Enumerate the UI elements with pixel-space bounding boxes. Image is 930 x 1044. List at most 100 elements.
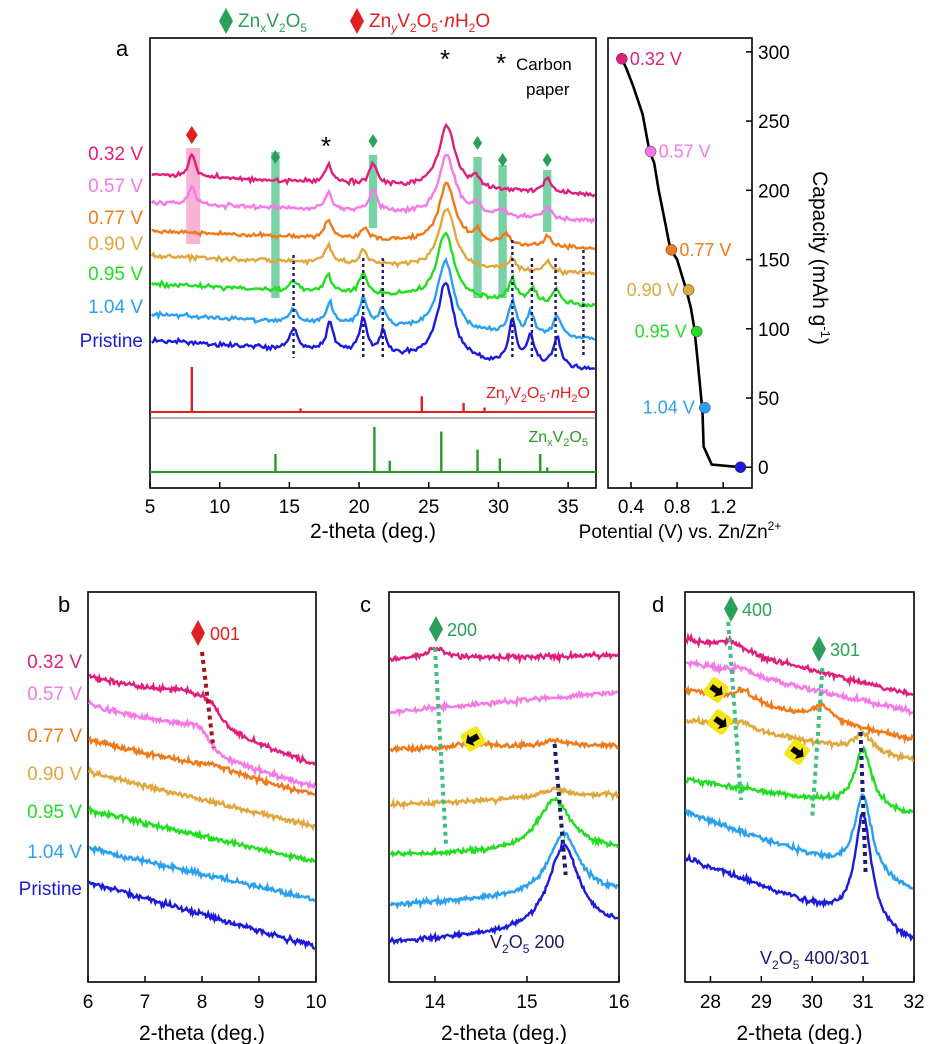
legend-znx: ZnxV2O5 [238, 11, 307, 35]
x-tick-label: 20 [348, 497, 369, 518]
capacity-marker-label: 0.32 V [630, 49, 682, 69]
y-tick-label: 100 [758, 320, 790, 341]
xrd-curve-032V [151, 122, 596, 198]
plot-frame [388, 591, 620, 983]
asterisk-26: * [440, 44, 450, 74]
capacity-marker-label: 0.90 V [627, 280, 679, 300]
plot-frame [684, 591, 915, 983]
peak-guide [200, 651, 216, 749]
x-tick-label: 25 [418, 497, 439, 518]
panel-a: 5 10 15 20 25 30 35 2-theta (deg.) 0.32 V 0.57 V 0… [80, 37, 597, 543]
x-axis-label: 2-theta (deg.) [310, 520, 436, 543]
y-tick-label: 300 [758, 43, 790, 64]
xrd-curve [684, 793, 914, 891]
x-tick-label: 31 [853, 992, 874, 1013]
legend-zny: ZnyV2O5·nH2O [369, 11, 490, 35]
peak-001-diamond-icon [191, 620, 205, 646]
arrow-icon [707, 709, 733, 735]
xrd-curve [389, 795, 620, 859]
curve-label: Pristine [80, 331, 143, 352]
x-axis-label: 2-theta (deg.) [736, 1022, 862, 1044]
x-tick-label: 1.2 [710, 497, 736, 518]
xrd-curve [87, 880, 316, 950]
x-tick-label: 8 [197, 992, 208, 1013]
x-tick-label: 15 [279, 497, 300, 518]
xrd-curve [389, 829, 619, 910]
curve-label: 1.04 V [27, 842, 82, 863]
diamond-marker-icon [498, 153, 508, 167]
xrd-curve [87, 735, 316, 796]
panel-a-capacity: 0.32 V 0.57 V 0.77 V0.90 V 0.95 V 1.04 V 0.4 0… [579, 37, 833, 543]
x-tick-label: 6 [83, 992, 94, 1013]
plot-frame [149, 37, 597, 489]
diamond-marker-icon [185, 126, 198, 144]
x-tick-label: 10 [305, 992, 326, 1013]
asterisk-legend: * [496, 48, 506, 78]
xrd-curve [87, 804, 316, 864]
capacity-marker-label: 0.77 V [679, 240, 731, 260]
panel-label-c: c [360, 592, 371, 617]
diamond-marker-icon [368, 134, 378, 148]
panel-c: 14 15 16 2-theta (deg.) [388, 591, 630, 1044]
xrd-curve [685, 745, 914, 815]
diamond-marker-icon [542, 153, 552, 167]
xrd-curve [389, 785, 620, 811]
x-tick-label: 30 [802, 992, 823, 1013]
curve-label: Pristine [19, 879, 82, 900]
arrow-icon [784, 739, 810, 765]
xrd-curve [88, 672, 316, 766]
v2o5-200-label: V2O5 200 [490, 932, 564, 956]
peak-200-diamond-icon [429, 616, 443, 642]
peak-301-diamond-icon [812, 636, 826, 662]
xrd-curve [390, 736, 620, 754]
highlight-band [271, 152, 280, 298]
x-tick-label: 35 [558, 497, 579, 518]
y-tick-label: 150 [758, 251, 790, 272]
x-tick-label: 15 [516, 992, 537, 1013]
peak-guide [726, 621, 743, 801]
xrd-curve [88, 844, 315, 902]
xrd-curve-077V [151, 181, 596, 251]
curve-label: 0.57 V [27, 684, 82, 705]
capacity-marker-label: 0.95 V [635, 322, 687, 342]
xrd-curve-057V [150, 153, 596, 225]
arrow-shape [466, 733, 480, 747]
x-tick-label: 30 [488, 497, 509, 518]
panel-d: 28 29 30 31 32 2-theta (deg.) [684, 591, 925, 1044]
arrow-shape [709, 684, 723, 697]
arrow-icon [703, 677, 729, 703]
arrow-shape [790, 746, 804, 759]
arrow-icon [460, 726, 486, 752]
v2o5-400-label: V2O5 400/301 [760, 948, 869, 972]
x-axis-label: Potential (V) vs. Zn/Zn2+ [579, 519, 782, 543]
capacity-marker [734, 461, 747, 473]
curve-label: 0.57 V [88, 176, 143, 197]
carbon-label-2: paper [526, 80, 570, 99]
capacity-marker-label: 0.57 V [659, 142, 711, 162]
zny-diamond-icon [350, 8, 364, 34]
arrow-shape [713, 716, 727, 729]
y-axis-label: Capacity (mAh g-1) [808, 171, 833, 345]
peak-301-label: 301 [830, 640, 860, 660]
capacity-marker [682, 284, 695, 296]
xrd-curve [389, 688, 619, 718]
highlight-band [498, 165, 507, 298]
xrd-curve-Pristine [151, 281, 596, 371]
x-tick-label: 9 [254, 992, 265, 1013]
xrd-curve [87, 698, 317, 791]
legend: ZnxV2O5 ZnyV2O5·nH2O [219, 8, 490, 35]
x-tick-label: 0.8 [664, 497, 690, 518]
highlight-band [186, 148, 201, 244]
carbon-label-1: Carbon [516, 55, 572, 74]
peak-guide [810, 667, 825, 819]
y-tick-label: 50 [758, 389, 779, 410]
ref-hydrate-label: ZnyV2O5·nH2O [486, 385, 590, 405]
panel-b: 6 7 8 9 10 2-theta (deg.) 0.32 V 0.57 V 0.77 V 0.… [19, 591, 327, 1044]
peak-200-label: 200 [447, 620, 477, 640]
highlight-band [543, 170, 552, 232]
ref-zn-label: ZnxV2O5 [528, 429, 588, 449]
curve-label: 1.04 V [88, 297, 143, 318]
xrd-curve-090V [150, 207, 596, 277]
y-tick-label: 250 [758, 112, 790, 133]
